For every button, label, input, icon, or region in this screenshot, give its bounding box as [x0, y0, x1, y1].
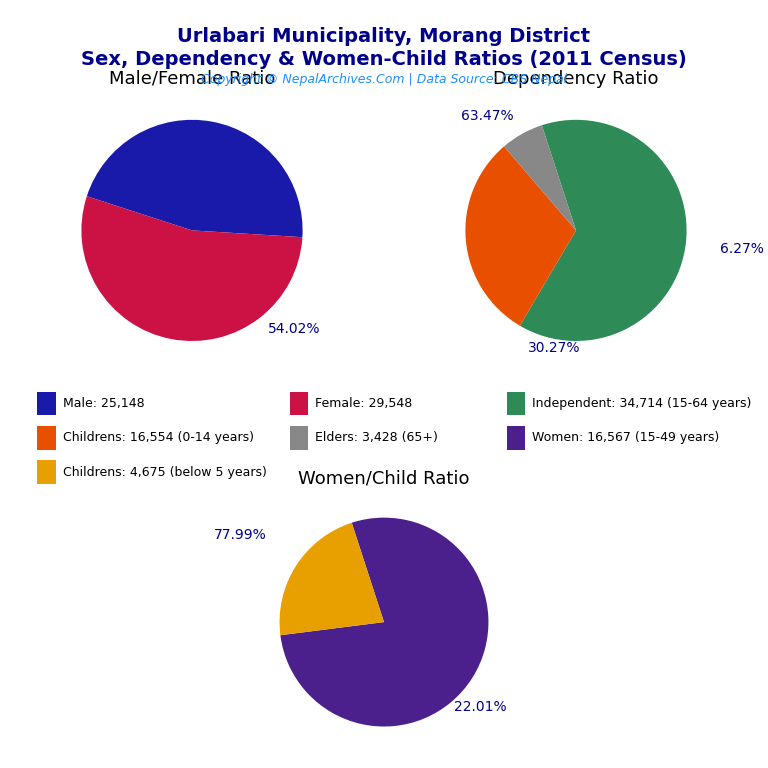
Text: Sex, Dependency & Women-Child Ratios (2011 Census): Sex, Dependency & Women-Child Ratios (20…: [81, 50, 687, 69]
Text: Female: 29,548: Female: 29,548: [316, 397, 412, 410]
Text: Childrens: 16,554 (0-14 years): Childrens: 16,554 (0-14 years): [63, 432, 253, 444]
Bar: [290, 426, 308, 449]
Bar: [38, 426, 55, 449]
Bar: [290, 392, 308, 415]
Wedge shape: [81, 197, 303, 341]
Text: Elders: 3,428 (65+): Elders: 3,428 (65+): [316, 432, 439, 444]
Text: 22.01%: 22.01%: [455, 700, 507, 714]
Text: 77.99%: 77.99%: [214, 528, 266, 541]
Bar: [38, 392, 55, 415]
Title: Male/Female Ratio: Male/Female Ratio: [109, 70, 275, 88]
Title: Dependency Ratio: Dependency Ratio: [493, 70, 659, 88]
Bar: [507, 392, 525, 415]
Wedge shape: [87, 120, 303, 237]
Bar: [507, 426, 525, 449]
Text: 63.47%: 63.47%: [462, 109, 514, 123]
Text: 54.02%: 54.02%: [268, 322, 320, 336]
Text: Copyright © NepalArchives.Com | Data Source: CBS Nepal: Copyright © NepalArchives.Com | Data Sou…: [201, 73, 567, 86]
Wedge shape: [520, 120, 687, 341]
Wedge shape: [280, 523, 384, 635]
Text: Childrens: 4,675 (below 5 years): Childrens: 4,675 (below 5 years): [63, 465, 266, 478]
Bar: [38, 460, 55, 484]
Text: 30.27%: 30.27%: [528, 341, 580, 355]
Wedge shape: [465, 147, 576, 326]
Text: Independent: 34,714 (15-64 years): Independent: 34,714 (15-64 years): [532, 397, 751, 410]
Wedge shape: [280, 518, 488, 727]
Title: Women/Child Ratio: Women/Child Ratio: [298, 469, 470, 487]
Text: Women: 16,567 (15-49 years): Women: 16,567 (15-49 years): [532, 432, 720, 444]
Text: Urlabari Municipality, Morang District: Urlabari Municipality, Morang District: [177, 27, 591, 46]
Wedge shape: [504, 125, 576, 230]
Text: Male: 25,148: Male: 25,148: [63, 397, 144, 410]
Text: 6.27%: 6.27%: [720, 241, 763, 256]
